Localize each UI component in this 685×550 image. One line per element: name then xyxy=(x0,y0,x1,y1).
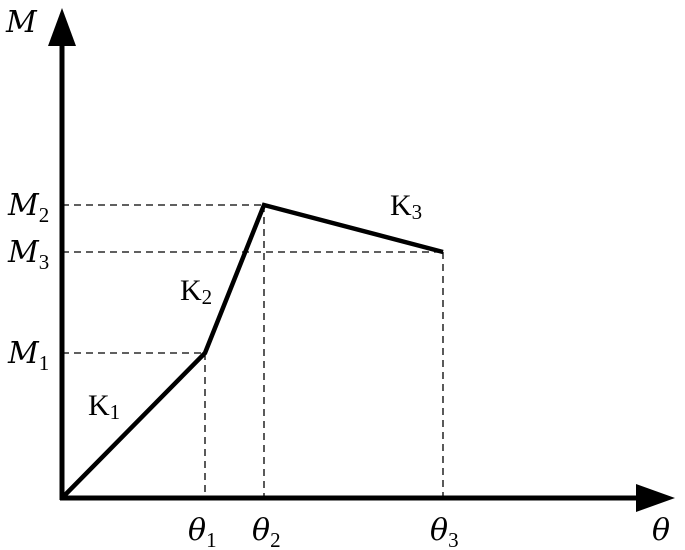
axes xyxy=(48,8,675,512)
x-axis-label: θ xyxy=(652,513,670,548)
stiffness-label-k1: K1 xyxy=(88,389,120,424)
rotation-label-theta1: θ1 xyxy=(188,513,217,550)
rotation-label-theta3: θ3 xyxy=(430,513,459,550)
moment-label-m2: M2 xyxy=(7,188,49,227)
guide-lines xyxy=(62,204,444,498)
stiffness-label-k2: K2 xyxy=(180,274,212,309)
stiffness-label-k3: K3 xyxy=(390,189,422,224)
moment-label-m1: M1 xyxy=(7,336,49,375)
moment-rotation-curve xyxy=(60,202,444,500)
y-axis-label: M xyxy=(5,5,38,40)
y-axis-arrowhead xyxy=(48,8,76,46)
moment-label-m3: M3 xyxy=(7,235,49,274)
x-axis-arrowhead xyxy=(636,484,675,512)
rotation-label-theta2: θ2 xyxy=(252,513,281,550)
